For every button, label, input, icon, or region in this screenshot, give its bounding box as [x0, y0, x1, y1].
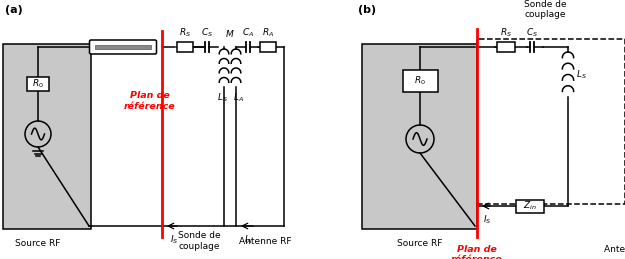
Text: $R_S$: $R_S$: [500, 26, 512, 39]
Text: $C_S$: $C_S$: [201, 26, 213, 39]
Text: $R_0$: $R_0$: [32, 78, 44, 90]
Text: $L_S$: $L_S$: [217, 91, 227, 104]
Bar: [497, 42, 515, 52]
Text: Source RF: Source RF: [15, 240, 61, 248]
Bar: [260, 42, 276, 52]
Text: (a): (a): [5, 5, 22, 15]
Bar: [177, 42, 193, 52]
Bar: [402, 70, 437, 92]
FancyBboxPatch shape: [89, 40, 156, 54]
Text: Sonde de
couplage: Sonde de couplage: [524, 0, 566, 19]
Text: $I_S$: $I_S$: [482, 213, 491, 226]
Text: Sonde de
couplage: Sonde de couplage: [177, 231, 221, 251]
Text: Plan de
référence: Plan de référence: [124, 91, 176, 111]
Text: $Z_{in}$: $Z_{in}$: [523, 200, 537, 212]
Text: Antenne RF: Antenne RF: [239, 236, 291, 246]
Text: $C_S$: $C_S$: [526, 26, 538, 39]
Text: $I_S$: $I_S$: [170, 233, 178, 246]
Bar: [477, 39, 625, 204]
Text: $C_A$: $C_A$: [242, 26, 254, 39]
Text: Plan de
référence: Plan de référence: [451, 245, 503, 259]
Text: $L_A$: $L_A$: [232, 91, 244, 104]
Bar: [3, 44, 91, 229]
Bar: [27, 77, 49, 91]
Text: $L_S$: $L_S$: [576, 68, 587, 81]
Text: $R_A$: $R_A$: [262, 26, 274, 39]
Text: (b): (b): [358, 5, 376, 15]
Text: $M$: $M$: [225, 28, 235, 39]
Text: $R_S$: $R_S$: [179, 26, 191, 39]
Text: Antenne RF: Antenne RF: [604, 245, 625, 254]
Bar: [95, 45, 151, 49]
Text: $I_A$: $I_A$: [244, 233, 252, 246]
Bar: [516, 199, 544, 212]
Text: Source RF: Source RF: [398, 240, 442, 248]
Bar: [362, 44, 477, 229]
Text: $R_0$: $R_0$: [414, 75, 426, 87]
